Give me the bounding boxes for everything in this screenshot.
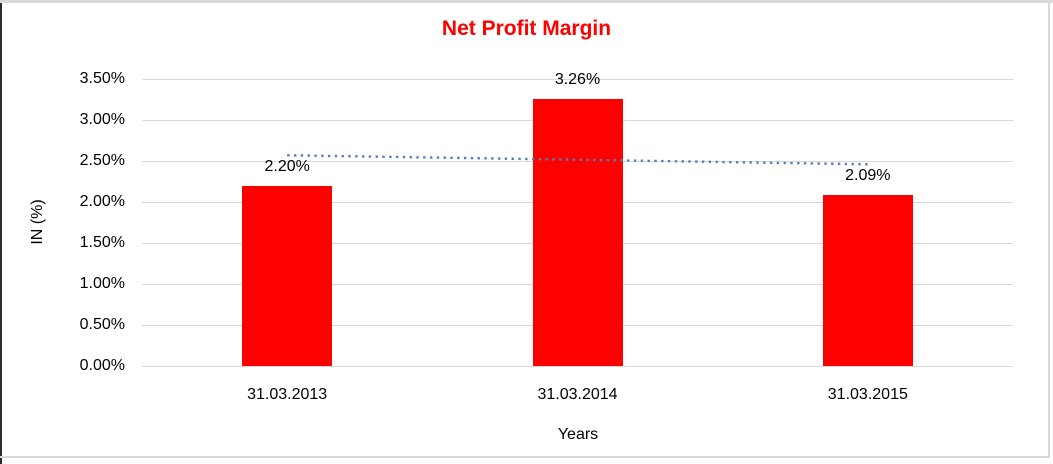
chart-title: Net Profit Margin — [441, 17, 612, 40]
y-tick-label: 2.00% — [79, 193, 125, 210]
data-label: 2.09% — [845, 166, 891, 184]
data-label: 2.20% — [264, 157, 310, 175]
x-axis-title: Years — [557, 426, 599, 443]
y-tick-label: 1.50% — [79, 234, 125, 251]
y-tick-label: 1.00% — [79, 275, 125, 292]
frame-edge-left — [0, 0, 2, 464]
y-tick-label: 3.50% — [79, 70, 125, 87]
y-tick-label: 2.50% — [79, 152, 125, 169]
gridline — [142, 365, 1013, 367]
y-tick-label: 3.00% — [79, 111, 125, 128]
y-tick-label: 0.50% — [79, 316, 125, 333]
gridline — [142, 78, 1013, 80]
bar — [822, 194, 913, 366]
y-tick-label: 0.00% — [79, 357, 125, 374]
bar — [242, 185, 333, 366]
frame-edge-bottom — [0, 456, 1048, 458]
data-label: 3.26% — [554, 70, 601, 88]
x-tick-label: 31.03.2014 — [537, 386, 618, 403]
x-tick-label: 31.03.2013 — [247, 386, 328, 403]
frame-edge-top — [0, 0, 1053, 3]
frame-edge-right — [1048, 0, 1050, 458]
bar — [532, 98, 623, 366]
x-tick-label: 31.03.2015 — [827, 386, 908, 403]
